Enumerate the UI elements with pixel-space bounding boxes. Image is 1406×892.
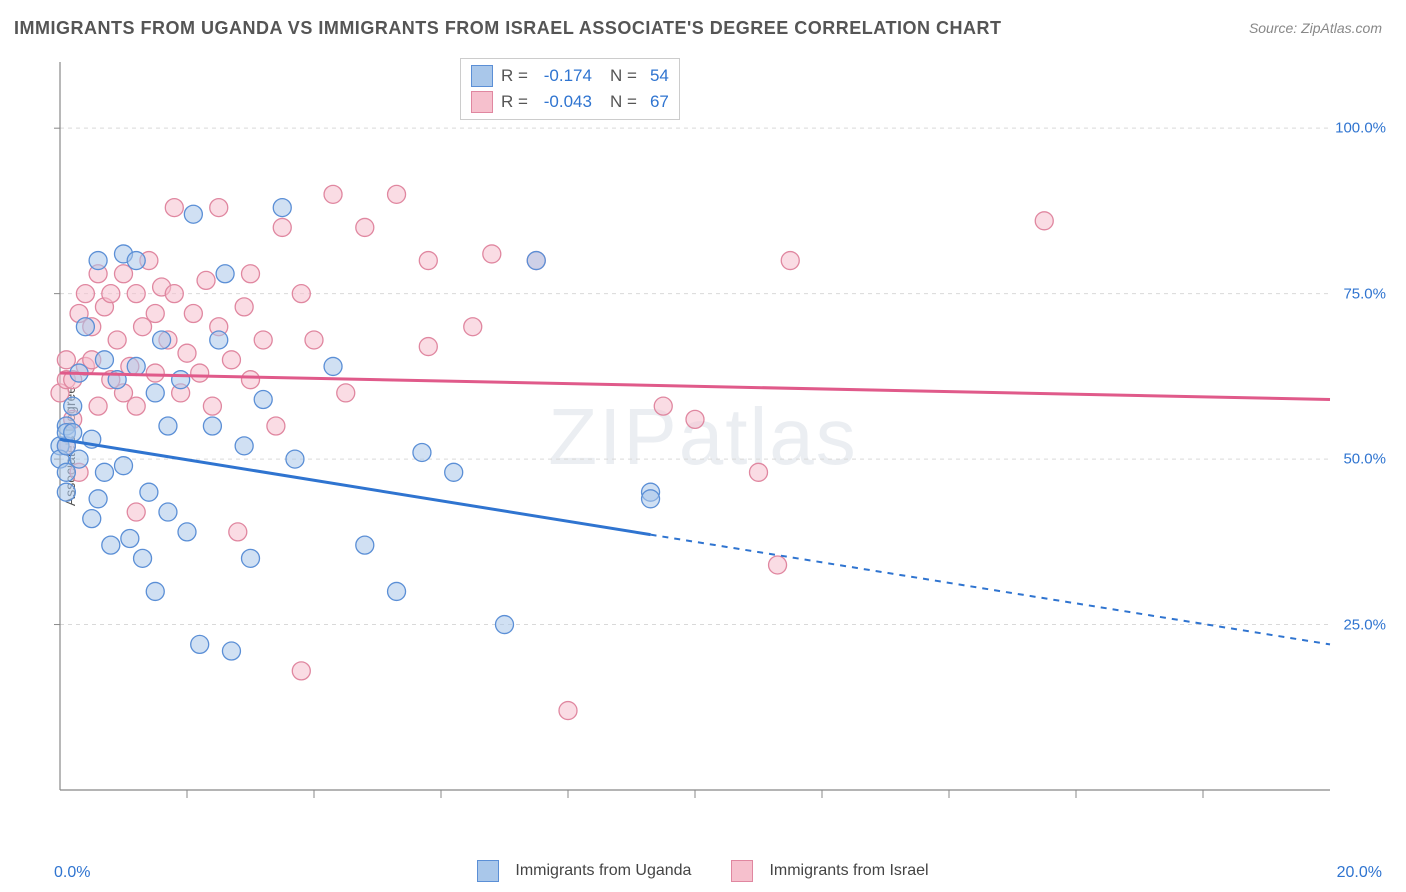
legend-label-uganda: Immigrants from Uganda [515,862,691,880]
stat-swatch [471,65,493,87]
stat-r-label: R = [501,89,528,115]
source-attribution: Source: ZipAtlas.com [1249,20,1382,36]
legend: Immigrants from Uganda Immigrants from I… [0,860,1406,882]
legend-label-israel: Immigrants from Israel [769,862,928,880]
chart-container: IMMIGRANTS FROM UGANDA VS IMMIGRANTS FRO… [0,0,1406,892]
legend-item-israel: Immigrants from Israel [731,860,928,882]
stat-swatch [471,91,493,113]
stat-r-value: -0.174 [532,63,592,89]
y-tick-label: 75.0% [1343,285,1386,302]
legend-swatch-israel [731,860,753,882]
correlation-stats-box: R = -0.174 N = 54 R = -0.043 N = 67 [460,58,680,120]
y-tick-label: 100.0% [1335,120,1386,137]
y-tick-label: 25.0% [1343,616,1386,633]
stat-n-value: 54 [641,63,669,89]
y-tick-label: 50.0% [1343,451,1386,468]
stat-r-value: -0.043 [532,89,592,115]
stat-n-label: N = [610,89,637,115]
stat-n-label: N = [610,63,637,89]
legend-item-uganda: Immigrants from Uganda [477,860,691,882]
chart-title: IMMIGRANTS FROM UGANDA VS IMMIGRANTS FRO… [14,18,1001,39]
legend-swatch-uganda [477,860,499,882]
stat-r-label: R = [501,63,528,89]
scatter-plot [50,50,1390,850]
stat-row: R = -0.174 N = 54 [471,63,669,89]
stat-n-value: 67 [641,89,669,115]
stat-row: R = -0.043 N = 67 [471,89,669,115]
